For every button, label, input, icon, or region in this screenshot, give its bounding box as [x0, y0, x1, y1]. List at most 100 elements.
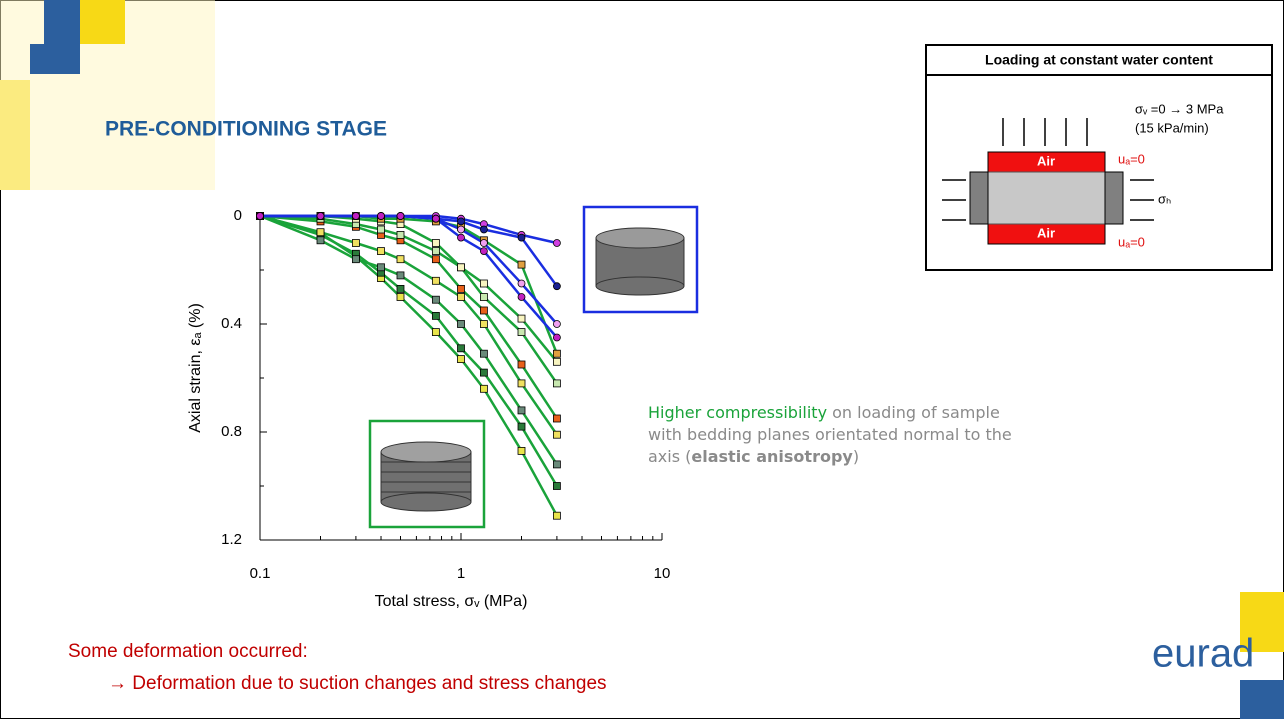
series-line: [259, 214, 558, 385]
annotation-text: ): [852, 447, 860, 466]
point: [352, 255, 360, 264]
point: [316, 236, 325, 245]
point: [517, 233, 526, 242]
point: [480, 239, 488, 247]
annotation-bold: elastic anisotropy: [691, 447, 853, 466]
point: [517, 406, 526, 415]
point: [517, 314, 526, 323]
point: [517, 379, 526, 388]
series-line: [259, 214, 558, 466]
point: [517, 360, 526, 369]
point: [553, 460, 561, 469]
point: [396, 212, 405, 220]
air-label: Air: [1037, 225, 1055, 240]
point: [517, 446, 526, 455]
sample: [987, 171, 1106, 225]
point: [517, 293, 526, 301]
annotation-highlight: Higher compressibility: [648, 403, 828, 422]
point: [396, 284, 405, 293]
point: [457, 320, 465, 328]
point: [431, 239, 440, 247]
point: [396, 293, 405, 301]
point: [457, 355, 465, 364]
annotation-text: on loading of sample with bedding planes…: [648, 403, 1012, 466]
load-arrows: [942, 118, 1154, 221]
slide-title: PRE-CONDITIONING STAGE: [105, 118, 387, 141]
point: [553, 333, 561, 342]
decor: [0, 80, 30, 190]
y-tick-label: 0: [234, 207, 242, 224]
decor: [80, 0, 125, 44]
point: [377, 263, 385, 272]
y-tick-label: 0.8: [221, 423, 242, 440]
series-line: [259, 214, 558, 487]
inset-title: Loading at constant water content: [985, 52, 1213, 68]
decor: [1240, 680, 1284, 719]
point: [457, 284, 465, 293]
series-line: [260, 214, 558, 339]
point: [480, 306, 488, 315]
point: [480, 349, 488, 358]
x-tick-label: 10: [654, 565, 671, 582]
footer-line: Some deformation occurred:: [68, 641, 308, 662]
point: [553, 430, 561, 439]
point: [352, 212, 360, 220]
point: [377, 212, 385, 220]
point: [480, 247, 488, 256]
point: [553, 239, 561, 247]
rate-label: (15 kPa/min): [1135, 120, 1209, 135]
point: [457, 344, 465, 353]
x-axis-label: Total stress, σᵥ (MPa): [375, 593, 528, 610]
annotation: Higher compressibility on loading of sam…: [648, 402, 1028, 468]
x-tick-label: 0.1: [250, 565, 271, 582]
point: [553, 414, 561, 423]
point: [396, 255, 405, 264]
point: [553, 349, 561, 358]
y-axis-label: Axial strain, εₐ (%): [187, 303, 204, 433]
point: [480, 384, 488, 393]
point: [517, 422, 526, 431]
horizontal-bedding-icon: [380, 441, 472, 512]
x-tick-label: 1: [457, 565, 465, 582]
series-line: [259, 214, 558, 420]
point: [553, 320, 561, 328]
air-label: Air: [1037, 153, 1055, 168]
point: [480, 320, 488, 328]
point: [517, 279, 526, 288]
point: [457, 233, 465, 242]
point: [553, 357, 561, 366]
point: [256, 212, 264, 220]
decor: [1240, 592, 1284, 652]
decor: [30, 44, 80, 74]
point: [431, 328, 440, 337]
point: [352, 239, 360, 247]
point: [553, 511, 561, 520]
y-tick-label: 1.2: [221, 531, 242, 548]
point: [457, 225, 465, 234]
point: [431, 255, 440, 264]
point: [396, 230, 405, 239]
point: [517, 260, 526, 269]
point: [457, 293, 465, 301]
point: [431, 311, 440, 320]
footer-line: → Deformation due to suction changes and…: [108, 673, 607, 694]
ua-label: uₐ=0: [1118, 234, 1145, 249]
logo: eurad: [1152, 632, 1254, 676]
point: [316, 212, 325, 220]
point: [553, 282, 561, 291]
ua-label: uₐ=0: [1118, 151, 1145, 166]
sigma-h-label: σₕ: [1158, 191, 1171, 206]
load-label: σᵥ =0 → 3 MPa: [1135, 101, 1224, 116]
point: [480, 368, 488, 377]
side-plate: [969, 171, 989, 225]
point: [377, 225, 385, 234]
point: [396, 271, 405, 280]
series-line: [260, 214, 558, 363]
point: [553, 379, 561, 388]
point: [316, 228, 325, 237]
point: [457, 217, 465, 226]
page-number: 47: [1208, 687, 1220, 698]
point: [457, 263, 465, 272]
